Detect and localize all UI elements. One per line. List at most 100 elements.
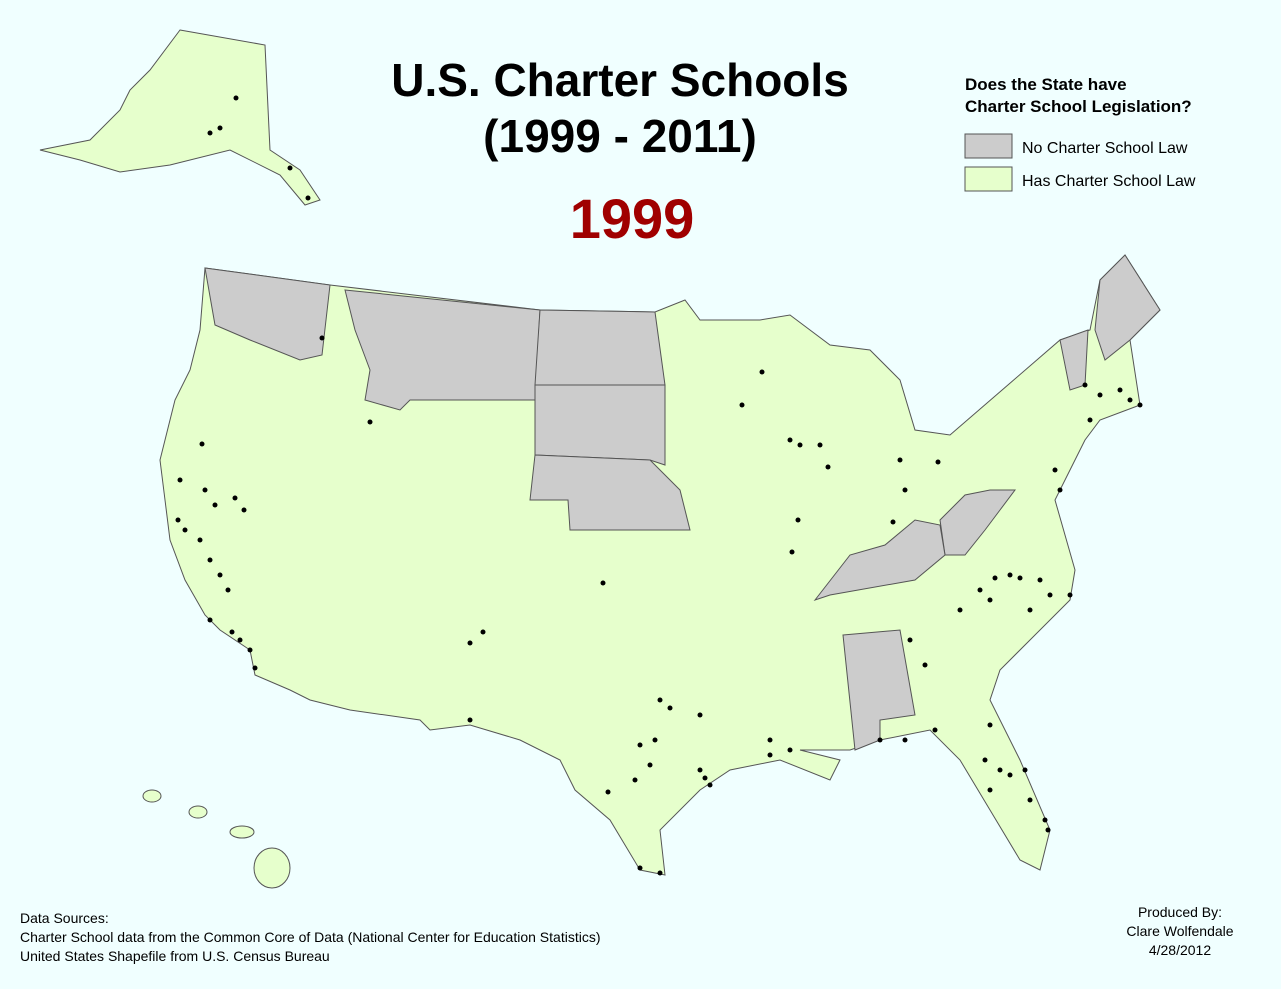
- legend-title: Does the State have: [965, 75, 1127, 94]
- school-point: [467, 717, 473, 723]
- school-point: [707, 782, 713, 788]
- school-point: [1087, 417, 1093, 423]
- school-point: [480, 629, 486, 635]
- school-point: [789, 549, 795, 555]
- school-points: [175, 95, 1143, 876]
- school-point: [1007, 772, 1013, 778]
- state-no-law: [939, 489, 1016, 556]
- state-no-law: [529, 454, 691, 531]
- school-point: [1052, 467, 1058, 473]
- hawaii: [229, 825, 255, 839]
- school-point: [225, 587, 231, 593]
- school-point: [667, 705, 673, 711]
- school-point: [739, 402, 745, 408]
- school-point: [632, 777, 638, 783]
- legend-swatch: [964, 133, 1013, 159]
- school-point: [987, 722, 993, 728]
- school-point: [367, 419, 373, 425]
- school-point: [1027, 797, 1033, 803]
- year: 1999: [570, 187, 695, 250]
- alaska: [39, 29, 321, 206]
- school-point: [932, 727, 938, 733]
- state-no-law: [204, 267, 331, 361]
- school-point: [605, 789, 611, 795]
- school-point: [207, 130, 213, 136]
- school-point: [992, 575, 998, 581]
- school-point: [657, 870, 663, 876]
- legend-label: Has Charter School Law: [1022, 173, 1196, 190]
- school-point: [199, 441, 205, 447]
- hawaii: [188, 805, 208, 819]
- hawaii: [253, 847, 291, 889]
- school-point: [1057, 487, 1063, 493]
- legend-label: No Charter School Law: [1022, 140, 1188, 157]
- school-point: [233, 95, 239, 101]
- us-mainland: [159, 254, 1161, 876]
- school-point: [1017, 575, 1023, 581]
- school-point: [1022, 767, 1028, 773]
- school-point: [229, 629, 235, 635]
- credit-line: 4/28/2012: [1149, 942, 1211, 958]
- school-point: [902, 737, 908, 743]
- school-point: [217, 572, 223, 578]
- school-point: [697, 767, 703, 773]
- school-point: [1082, 382, 1088, 388]
- school-point: [1137, 402, 1143, 408]
- state-no-law: [813, 519, 946, 601]
- school-point: [877, 737, 883, 743]
- state-no-law: [842, 629, 916, 751]
- school-point: [890, 519, 896, 525]
- school-point: [787, 437, 793, 443]
- school-point: [202, 487, 208, 493]
- school-point: [182, 527, 188, 533]
- school-point: [1007, 572, 1013, 578]
- school-point: [657, 697, 663, 703]
- state-no-law: [534, 384, 666, 466]
- school-point: [305, 195, 311, 201]
- credit-line: Produced By:: [1138, 904, 1222, 920]
- school-point: [197, 537, 203, 543]
- school-point: [697, 712, 703, 718]
- school-point: [897, 457, 903, 463]
- school-point: [207, 617, 213, 623]
- school-point: [252, 665, 258, 671]
- school-point: [1097, 392, 1103, 398]
- credit-line: Clare Wolfendale: [1126, 923, 1233, 939]
- school-point: [922, 662, 928, 668]
- school-point: [997, 767, 1003, 773]
- school-point: [287, 165, 293, 171]
- school-point: [987, 787, 993, 793]
- legend-swatch: [964, 166, 1013, 192]
- school-point: [637, 742, 643, 748]
- school-point: [1117, 387, 1123, 393]
- school-point: [797, 442, 803, 448]
- school-point: [319, 335, 325, 341]
- school-point: [1045, 827, 1051, 833]
- sources-heading: Data Sources:: [20, 910, 109, 926]
- school-point: [982, 757, 988, 763]
- states: [39, 29, 1161, 889]
- title-line: U.S. Charter Schools: [391, 54, 849, 106]
- school-point: [935, 459, 941, 465]
- school-point: [759, 369, 765, 375]
- school-point: [467, 640, 473, 646]
- state-no-law: [344, 289, 541, 411]
- school-point: [237, 637, 243, 643]
- state-no-law: [1094, 254, 1161, 361]
- title-line: (1999 - 2011): [483, 110, 757, 162]
- school-point: [787, 747, 793, 753]
- school-point: [987, 597, 993, 603]
- school-point: [647, 762, 653, 768]
- school-point: [1047, 592, 1053, 598]
- school-point: [600, 580, 606, 586]
- school-point: [907, 637, 913, 643]
- hawaii: [142, 789, 162, 803]
- legend-title: Charter School Legislation?: [965, 97, 1192, 116]
- school-point: [212, 502, 218, 508]
- sources-line: United States Shapefile from U.S. Census…: [20, 948, 330, 964]
- school-point: [767, 737, 773, 743]
- school-point: [825, 464, 831, 470]
- school-point: [247, 647, 253, 653]
- school-point: [702, 775, 708, 781]
